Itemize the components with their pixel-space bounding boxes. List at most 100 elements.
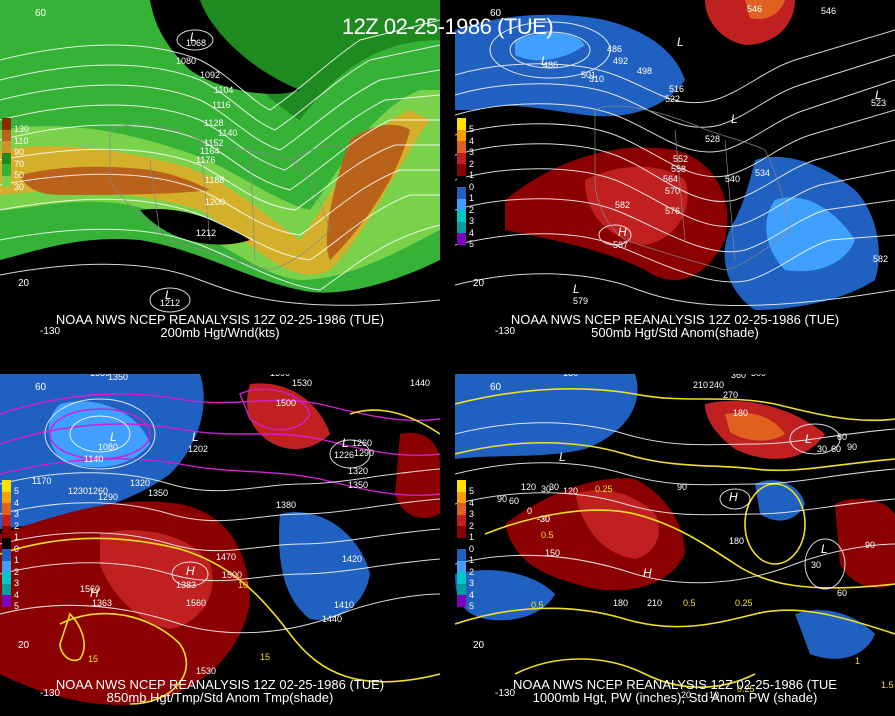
color-scale-tick: 2: [469, 566, 475, 577]
high-marker: H: [618, 225, 627, 239]
color-scale-tick: 5: [469, 239, 475, 249]
contour-label: 540: [725, 174, 741, 184]
pw-label: 0.25: [737, 684, 755, 694]
isotherm-label: 10: [238, 580, 249, 590]
color-scale-tick: 4: [469, 497, 475, 508]
contour-label: 1350: [108, 374, 129, 382]
caption-line-2: 850mb Hgt/Tmp/Std Anom Tmp(shade): [106, 690, 334, 705]
lat-label-bottom: 20: [473, 278, 485, 289]
color-scale-tick: 1: [469, 555, 475, 565]
contour-label: 579: [573, 296, 589, 306]
color-scale-tick: 0: [469, 181, 475, 192]
contour-label: 1140: [218, 128, 238, 138]
pw-label: 0.25: [595, 484, 613, 494]
lat-label-top: 60: [35, 8, 47, 19]
color-scale-tick: 5: [469, 601, 475, 611]
contour-label: 510: [589, 74, 605, 84]
contour-label: 486: [543, 60, 559, 70]
color-scale-swatch: [2, 549, 11, 561]
contour-label: 1560: [80, 584, 101, 594]
color-scale-swatch: [2, 164, 11, 176]
color-scale-swatch: [2, 514, 11, 526]
contour-label: 90: [677, 482, 688, 492]
color-scale-swatch: [457, 118, 466, 130]
contour-label: 60: [509, 496, 520, 506]
color-scale-swatch: [457, 198, 466, 210]
contour-label: 1212: [196, 228, 217, 238]
contour-label: 1500: [276, 398, 297, 408]
color-scale-tick: 70: [14, 158, 25, 169]
color-scale-tick: 2: [469, 204, 475, 215]
color-scale-swatch: [457, 129, 466, 141]
map-500mb: [455, 0, 895, 340]
contour-label: 1380: [90, 374, 110, 378]
contour-label: 1260: [352, 438, 373, 448]
pw-label: 0.5: [683, 598, 696, 608]
color-scale-tick: 110: [14, 135, 29, 146]
color-scale-swatch: [2, 572, 11, 584]
low-marker: L: [875, 88, 882, 102]
figure-title: 12Z 02-25-1986 (TUE): [341, 14, 554, 39]
contour-label: 180: [733, 408, 749, 418]
contour-label: 1530: [292, 378, 313, 388]
color-scale: [2, 480, 14, 607]
high-marker: H: [643, 566, 652, 580]
contour-label: 1530: [196, 666, 217, 676]
contour-label: 1226: [334, 450, 355, 460]
contour-label: 1350: [348, 480, 369, 490]
color-scale-tick: 1: [469, 170, 475, 180]
color-scale-swatch: [2, 491, 11, 503]
contour-label: 582: [615, 200, 631, 210]
contour-label: 1164: [200, 146, 220, 156]
color-scale-tick: 3: [14, 578, 20, 588]
color-scale-tick: 130: [14, 124, 30, 134]
color-scale-swatch: [457, 526, 466, 538]
caption-line-1: NOAA NWS NCEP REANALYSIS 12Z 02-25-1986 …: [513, 677, 837, 692]
color-scale-swatch: [457, 572, 466, 584]
color-scale-swatch: [457, 233, 466, 245]
contour-label: 1383: [176, 580, 197, 590]
contour-label: 1350: [148, 488, 169, 498]
contour-label: 1410: [334, 600, 355, 610]
color-scale-swatch: [2, 595, 11, 607]
color-scale-swatch: [457, 187, 466, 199]
caption-line-2: 500mb Hgt/Std Anom(shade): [591, 325, 759, 340]
color-scale-tick: 1: [14, 532, 20, 542]
lat-label-bottom: 20: [18, 640, 30, 651]
contour-label: 1560: [186, 598, 207, 608]
color-scale-tick: 3: [14, 509, 20, 519]
contour-label: 120: [563, 486, 579, 496]
contour-label: 1320: [348, 466, 369, 476]
contour-label: 1152: [204, 138, 224, 148]
contour-label: 492: [613, 56, 629, 66]
color-scale-tick: 4: [469, 227, 475, 238]
contour-label: 10: [709, 690, 720, 700]
map-1000mb: [455, 374, 895, 714]
contour-label: 1140: [84, 454, 104, 464]
color-scale-tick: 5: [469, 486, 475, 496]
high-marker: H: [186, 564, 195, 578]
lon-label-bottom: -130: [495, 326, 516, 337]
color-scale-swatch: [457, 514, 466, 526]
contour-label: 564: [663, 174, 679, 184]
contour-label: 30: [817, 444, 828, 454]
contour-label: 1440: [410, 378, 431, 388]
low-marker: L: [573, 282, 580, 296]
low-marker: L: [677, 35, 684, 49]
color-scale-swatch: [457, 164, 466, 176]
lon-label-bottom: -130: [40, 326, 61, 337]
contour-label: 498: [637, 66, 653, 76]
color-scale-tick: 3: [469, 216, 475, 226]
color-scale-swatch: [457, 491, 466, 503]
contour-label: 1116: [212, 100, 231, 110]
color-scale-swatch: [2, 175, 11, 187]
color-scale-tick: 4: [14, 589, 20, 600]
contour-label: 558: [671, 164, 687, 174]
color-scale-swatch: [457, 210, 466, 222]
pw-label: 0.5: [541, 530, 554, 540]
color-scale-swatch: [457, 221, 466, 233]
low-marker: L: [165, 288, 172, 302]
contour-label: 1500: [222, 570, 243, 580]
